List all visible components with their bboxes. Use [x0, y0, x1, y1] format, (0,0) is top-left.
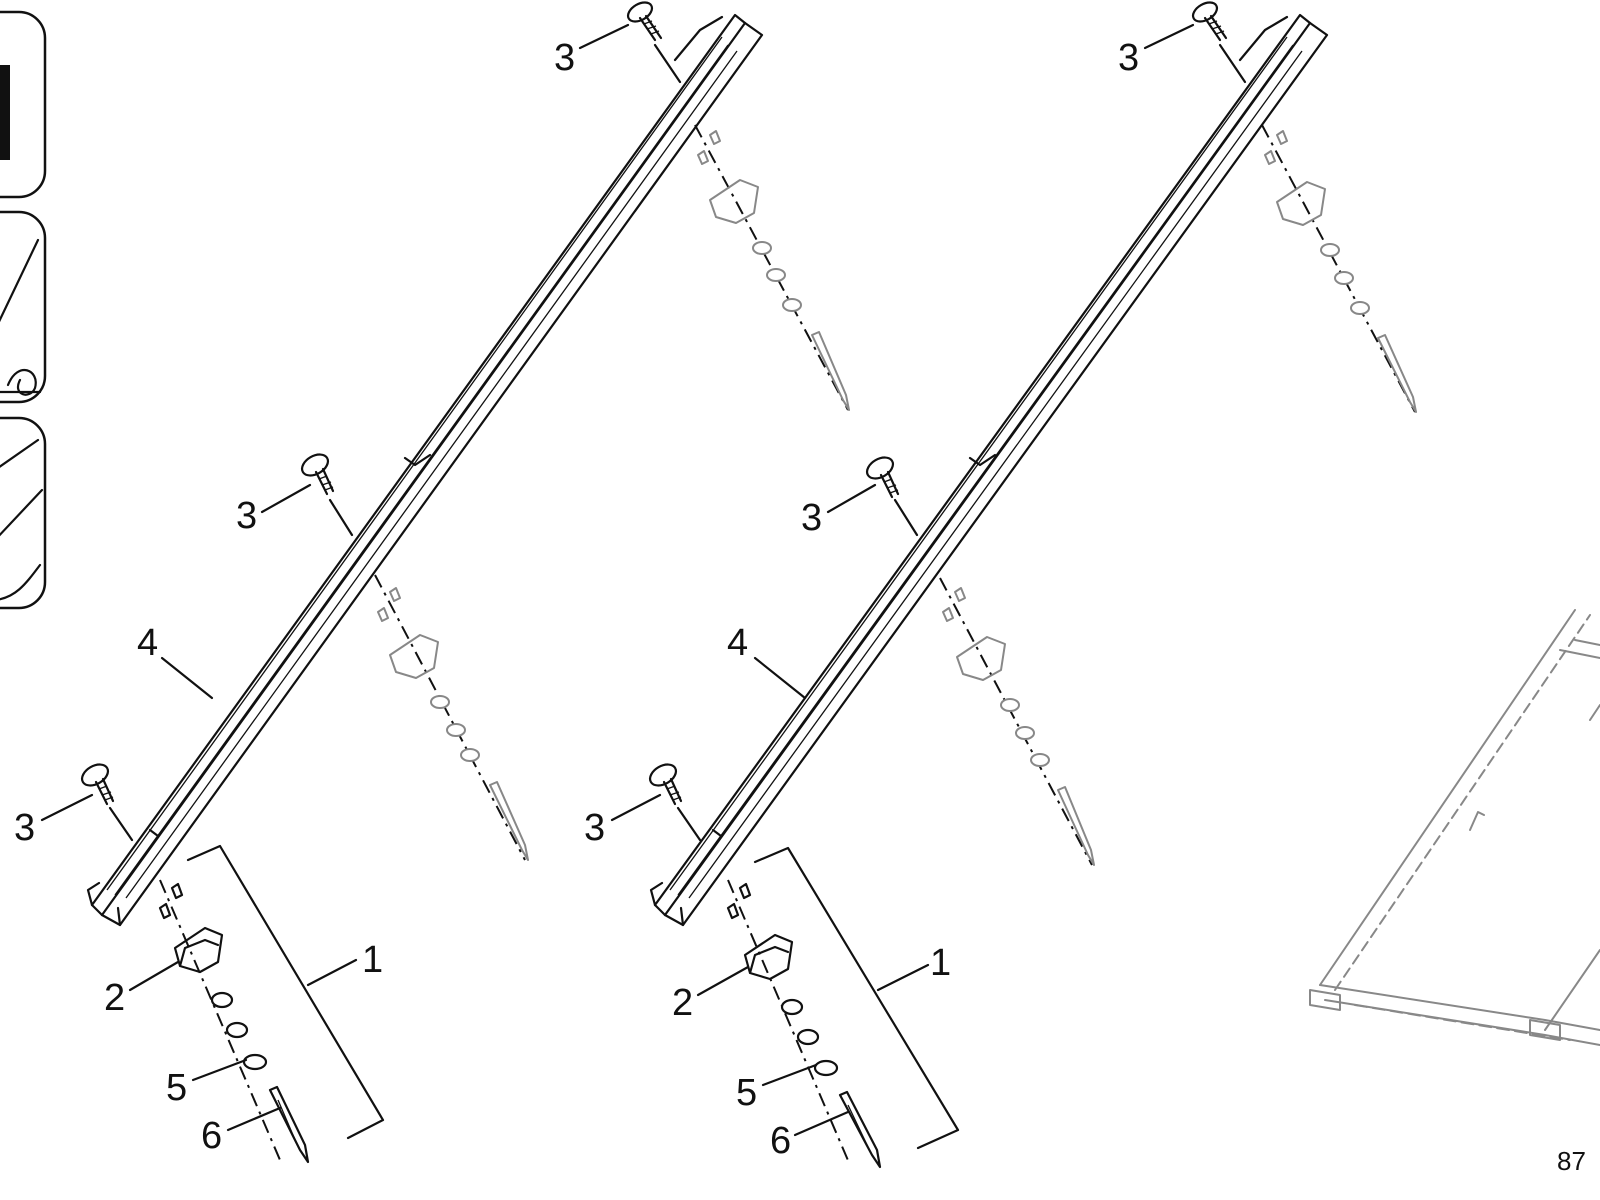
leader-4-right [753, 656, 807, 700]
callout-3-bottom-left: 3 [14, 807, 35, 849]
rolled-membrane-icon [0, 368, 42, 396]
callout-5-right: 5 [736, 1072, 757, 1114]
black-bar-icon [0, 65, 10, 160]
leader-3-middle-right [826, 483, 919, 537]
leader-3-bottom-left [40, 793, 134, 842]
callout-4-left: 4 [137, 622, 158, 664]
rail-left [86, 13, 764, 927]
leader-3-top-right [1143, 23, 1247, 84]
callout-4-right: 4 [727, 622, 748, 664]
callout-labels: 3 3 3 4 1 2 5 6 3 3 3 4 1 2 5 6 87 [14, 37, 1586, 1176]
orientation-icons [0, 10, 47, 610]
callout-2-left: 2 [104, 977, 125, 1019]
roof-lines-icon [0, 438, 44, 601]
leader-6-left [226, 1106, 282, 1132]
screw-middle-right [865, 456, 900, 499]
screw-top-right [1191, 1, 1228, 42]
leader-3-top-left [578, 23, 682, 84]
leader-4-left [160, 656, 214, 700]
ghost-fastener-stack-left-top [694, 124, 850, 411]
fastener-stack-right [726, 879, 882, 1169]
leader-2-left [128, 960, 180, 992]
icon-panel-middle [0, 210, 47, 404]
callout-1-left: 1 [362, 939, 383, 981]
callout-5-left: 5 [166, 1067, 187, 1109]
callout-6-right: 6 [770, 1120, 791, 1162]
leader-6-right [793, 1110, 850, 1137]
leader-5-left [191, 1058, 248, 1082]
callout-3-bottom-right: 3 [584, 807, 605, 849]
leader-2-right [696, 965, 750, 997]
icon-panel-bottom [0, 416, 47, 610]
callout-3-top-left: 3 [554, 37, 575, 79]
fastener-stack-left [158, 879, 310, 1164]
leader-5-right [761, 1063, 818, 1087]
rail-right [649, 13, 1329, 927]
document-number: 87 [1557, 1146, 1586, 1176]
right-assembly [610, 1, 1417, 1169]
bracket-1-left [186, 844, 385, 1140]
callout-3-middle-right: 3 [801, 497, 822, 539]
leader-3-bottom-right [610, 793, 702, 842]
callout-3-middle-left: 3 [236, 495, 257, 537]
screw-bottom-left [80, 763, 115, 806]
screw-top-left [626, 1, 663, 42]
leader-3-middle-left [260, 483, 354, 537]
icon-panel-top [0, 10, 47, 199]
screw-middle-left [300, 453, 335, 496]
ghost-fastener-stack-right-top [1261, 124, 1417, 413]
ghost-fastener-stack-left-upper [374, 574, 529, 861]
callout-1-right: 1 [930, 942, 951, 984]
callout-2-right: 2 [672, 982, 693, 1024]
roof-slope-icon [0, 238, 40, 323]
ghost-fastener-stack-right-upper [939, 577, 1095, 866]
bracket-1-right [753, 846, 960, 1150]
left-assembly [40, 1, 850, 1164]
ghost-frame-overview [1309, 609, 1600, 1046]
callout-6-left: 6 [201, 1115, 222, 1157]
callout-3-top-right: 3 [1118, 37, 1139, 79]
screw-bottom-right [648, 763, 683, 806]
